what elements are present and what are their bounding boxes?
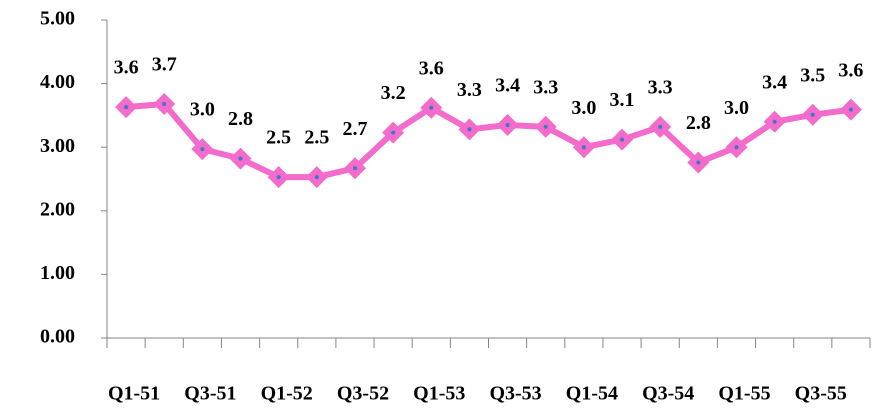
marker-dot xyxy=(696,160,701,165)
x-tick-label: Q1-51 xyxy=(108,383,160,405)
marker-dot xyxy=(810,112,815,117)
data-label: 3.4 xyxy=(762,71,787,93)
data-label: 3.6 xyxy=(114,57,139,79)
x-tick-label: Q3-53 xyxy=(489,383,541,405)
y-tick-label: 1.00 xyxy=(40,262,75,284)
x-tick-label: Q3-54 xyxy=(642,383,694,405)
data-label: 3.0 xyxy=(724,97,749,119)
marker-dot xyxy=(581,145,586,150)
data-label: 3.0 xyxy=(571,97,596,119)
data-label: 2.7 xyxy=(342,118,367,140)
y-tick-label: 0.00 xyxy=(40,326,75,348)
y-tick-label: 2.00 xyxy=(40,198,75,220)
data-label: 2.5 xyxy=(304,127,329,149)
marker-dot xyxy=(543,124,548,129)
marker-dot xyxy=(734,145,739,150)
x-tick-label: Q1-53 xyxy=(413,383,465,405)
data-label: 3.1 xyxy=(610,89,635,111)
x-tick-label: Q3-51 xyxy=(184,383,236,405)
marker-dot xyxy=(276,175,281,180)
data-label: 3.6 xyxy=(838,59,863,81)
data-label: 3.7 xyxy=(152,54,177,76)
marker-dot xyxy=(391,130,396,135)
data-label: 3.3 xyxy=(648,76,673,98)
marker-dot xyxy=(429,105,434,110)
data-label: 2.5 xyxy=(266,127,291,149)
x-tick-label: Q3-55 xyxy=(795,383,847,405)
x-tick-label: Q1-55 xyxy=(718,383,770,405)
data-label: 3.5 xyxy=(800,64,825,86)
data-label: 3.3 xyxy=(457,79,482,101)
x-tick-label: Q1-52 xyxy=(261,383,313,405)
marker-dot xyxy=(238,156,243,161)
marker-dot xyxy=(467,127,472,132)
marker-dot xyxy=(124,105,129,110)
data-label: 3.4 xyxy=(495,75,520,97)
data-label: 2.8 xyxy=(686,112,711,134)
marker-dot xyxy=(352,166,357,171)
y-tick-label: 5.00 xyxy=(40,8,75,30)
marker-dot xyxy=(200,147,205,152)
data-label: 3.6 xyxy=(419,57,444,79)
data-label: 2.8 xyxy=(228,108,253,130)
marker-dot xyxy=(505,122,510,127)
marker-dot xyxy=(314,175,319,180)
data-label: 3.2 xyxy=(381,82,406,104)
y-tick-label: 4.00 xyxy=(40,71,75,93)
marker-dot xyxy=(848,107,853,112)
y-tick-label: 3.00 xyxy=(40,135,75,157)
data-label: 3.0 xyxy=(190,99,215,121)
data-label: 3.3 xyxy=(533,76,558,98)
x-tick-label: Q3-52 xyxy=(337,383,389,405)
marker-dot xyxy=(658,124,663,129)
marker-dot xyxy=(772,119,777,124)
marker-dot xyxy=(162,101,167,106)
marker-dot xyxy=(620,137,625,142)
x-tick-label: Q1-54 xyxy=(566,383,618,405)
